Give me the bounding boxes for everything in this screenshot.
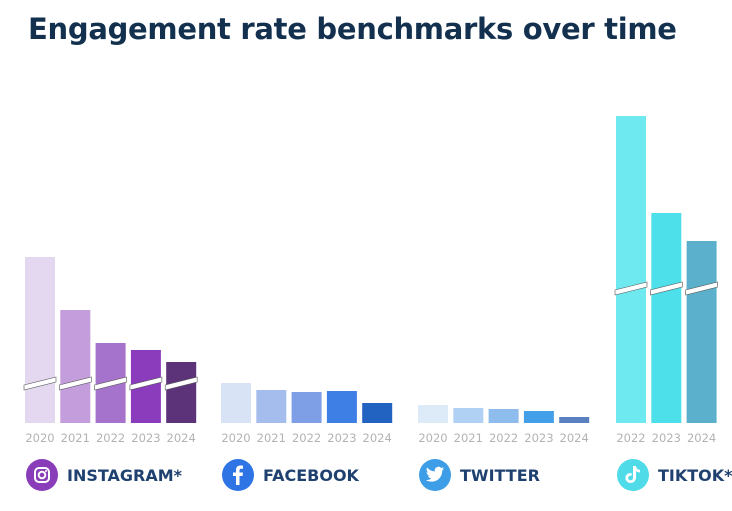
x-tick-label: 2024 <box>687 431 716 445</box>
x-tick-label: 2022 <box>292 431 321 445</box>
axis-break-mark <box>649 281 683 296</box>
x-tick-label: 2023 <box>524 431 553 445</box>
bar-2022 <box>291 392 322 423</box>
bar-2021 <box>453 408 484 423</box>
axis-break-mark <box>94 376 127 391</box>
bar-group-instagram: 2020 2021 2022 2023 2024 <box>23 257 198 445</box>
x-tick-label: 2023 <box>131 431 160 445</box>
x-tick-label: 2020 <box>418 431 447 445</box>
legend-label: FACEBOOK <box>263 465 359 485</box>
tiktok-icon <box>617 459 649 491</box>
x-tick-label: 2024 <box>363 431 392 445</box>
chart-title: Engagement rate benchmarks over time <box>28 12 677 46</box>
legend-label: INSTAGRAM* <box>67 465 183 485</box>
bar-2020 <box>25 257 55 423</box>
axis-break-mark <box>23 376 57 391</box>
x-tick-label: 2023 <box>327 431 356 445</box>
bar-2022 <box>616 116 646 423</box>
legend-label: TWITTER <box>460 465 540 485</box>
x-tick-label: 2021 <box>454 431 483 445</box>
legend-label: TIKTOK** <box>658 465 732 485</box>
x-tick-label: 2022 <box>489 431 518 445</box>
x-tick-label: 2020 <box>221 431 250 445</box>
legend-facebook: FACEBOOK <box>222 459 359 491</box>
bar-2024 <box>559 417 590 423</box>
bar-group-twitter: 2020 2021 2022 2023 2024 <box>418 405 590 445</box>
twitter-icon <box>419 459 451 491</box>
bar-group-facebook: 2020 2021 2022 2023 2024 <box>221 383 393 445</box>
axis-break-mark <box>58 376 92 391</box>
legend-instagram: INSTAGRAM* <box>26 459 182 491</box>
bar-2020 <box>418 405 448 423</box>
x-tick-label: 2021 <box>61 431 90 445</box>
x-tick-label: 2024 <box>167 431 196 445</box>
bar-2024 <box>686 241 717 423</box>
instagram-icon <box>26 459 58 491</box>
x-tick-label: 2022 <box>96 431 125 445</box>
bar-2023 <box>523 411 554 423</box>
bar-group-tiktok: 2022 2023 2024 <box>614 116 718 445</box>
axis-break-mark <box>164 376 198 391</box>
x-tick-label: 2023 <box>652 431 681 445</box>
bar-2021 <box>60 310 91 423</box>
axis-break-mark <box>129 376 163 391</box>
axis-break-mark <box>614 281 648 296</box>
bar-2022 <box>488 409 519 423</box>
bar-2023 <box>326 391 357 423</box>
bar-2023 <box>651 213 682 423</box>
x-tick-label: 2022 <box>616 431 645 445</box>
bar-2020 <box>221 383 251 423</box>
x-tick-label: 2024 <box>560 431 589 445</box>
legend-twitter: TWITTER <box>419 459 540 491</box>
facebook-icon <box>222 459 254 491</box>
x-tick-label: 2020 <box>25 431 54 445</box>
axis-break-mark <box>685 281 718 296</box>
bar-2024 <box>362 403 393 423</box>
bar-2024 <box>166 362 197 423</box>
bar-2021 <box>256 390 287 423</box>
x-tick-label: 2021 <box>257 431 286 445</box>
legend-tiktok: TIKTOK** <box>617 459 732 491</box>
